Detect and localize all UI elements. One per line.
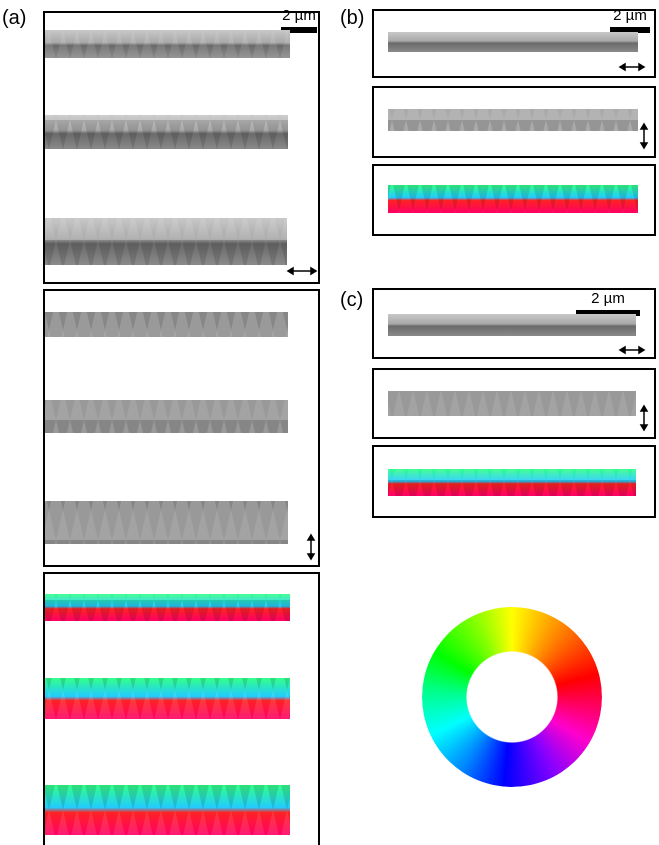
page: (a) 2 µm (b) 2 µm xyxy=(0,0,659,845)
strip xyxy=(388,32,638,52)
scale-label: 2 µm xyxy=(282,7,316,24)
polarization-arrows xyxy=(620,347,647,430)
strip-texture xyxy=(388,185,638,213)
strip xyxy=(388,314,636,336)
panel-label: (a) xyxy=(2,7,26,29)
strip-texture xyxy=(388,391,636,416)
color-wheel xyxy=(422,607,602,787)
polarization-arrows xyxy=(288,268,316,559)
panel-label: (c) xyxy=(340,289,363,311)
strip-texture xyxy=(388,469,636,496)
panel-a: (a) 2 µm xyxy=(2,7,319,845)
panel-label: (b) xyxy=(340,7,364,29)
scale-label: 2 µm xyxy=(591,290,625,307)
panel-c: (c) 2 µm xyxy=(340,289,655,517)
scale-label: 2 µm xyxy=(613,7,647,24)
strips xyxy=(45,30,290,835)
panel-b: (b) 2 µm xyxy=(340,7,655,235)
strip-texture xyxy=(388,109,638,131)
